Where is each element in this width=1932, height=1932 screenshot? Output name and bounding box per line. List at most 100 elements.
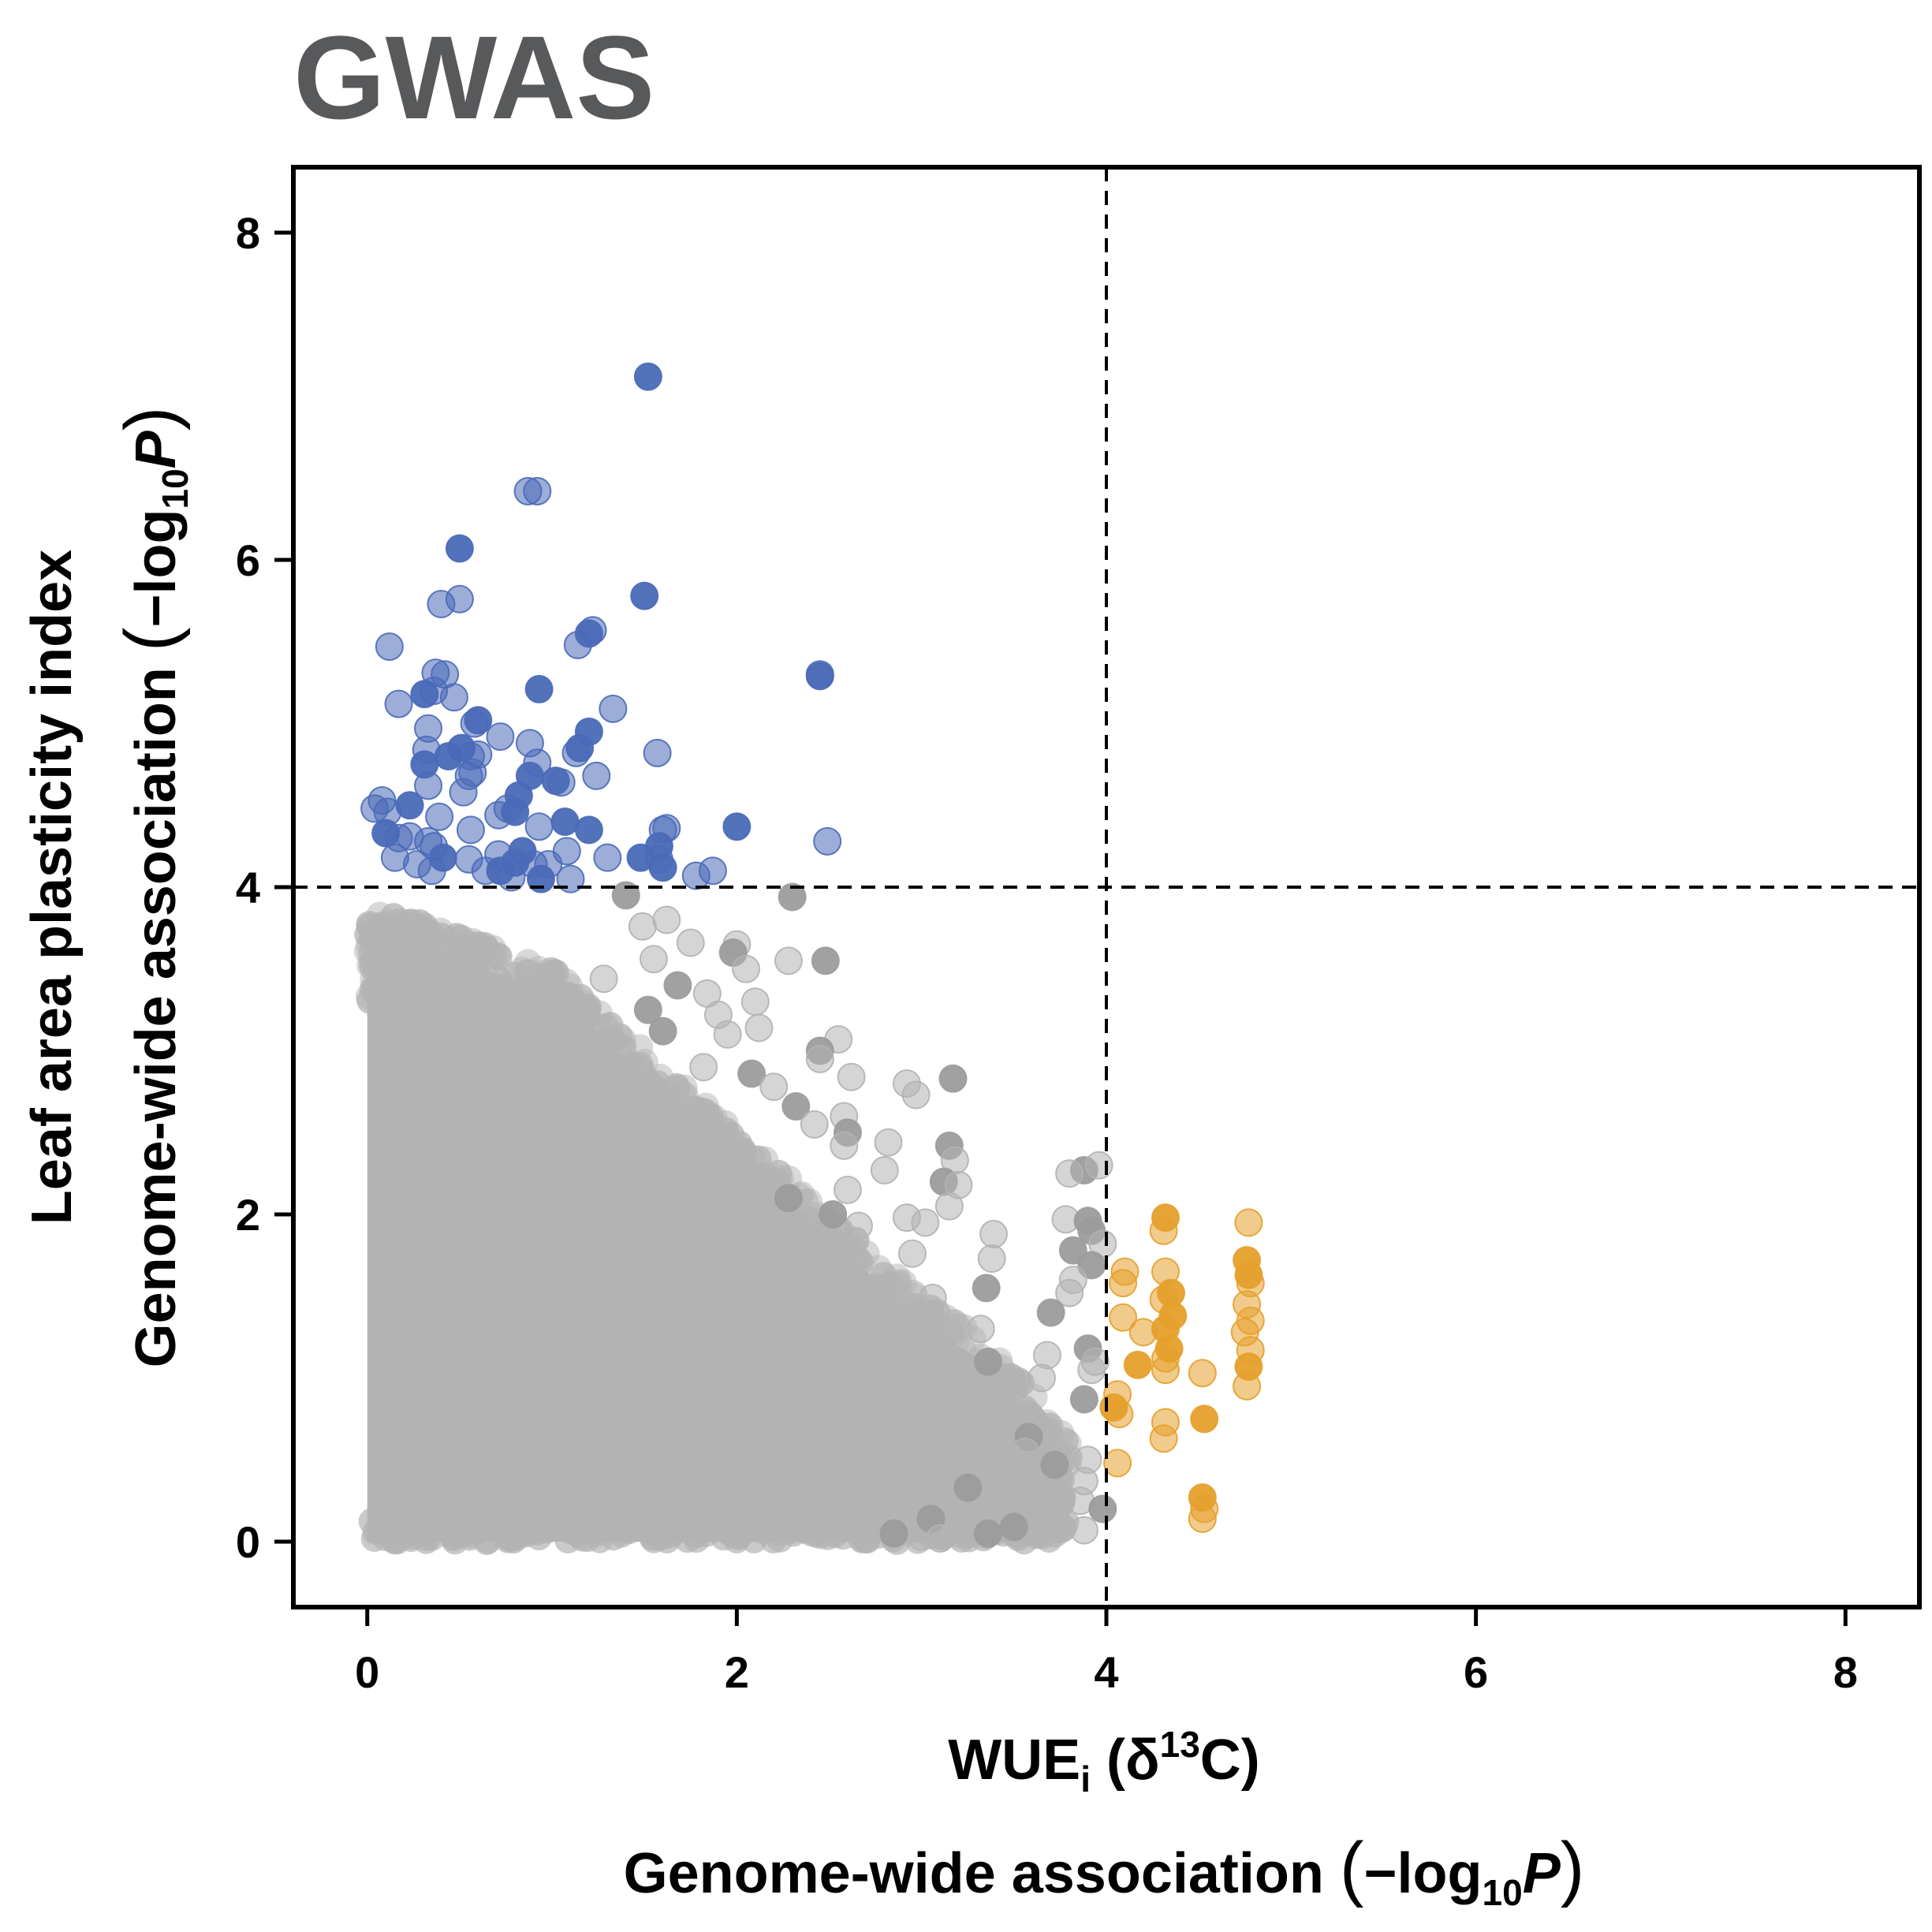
y-tick-label: 8 [236, 208, 260, 258]
non-significant-point [689, 1053, 718, 1082]
non-significant-point [1084, 1151, 1113, 1180]
cloud-point [538, 1016, 565, 1043]
cloud-point [488, 974, 516, 1001]
non-significant-point [966, 1315, 995, 1344]
leaf-area-significant-point [550, 807, 580, 836]
wue-significant-point [1109, 1269, 1138, 1298]
cloud-point [867, 1300, 894, 1327]
cloud-point [379, 1524, 407, 1551]
leaf-area-significant-point [449, 778, 478, 807]
non-significant-point [589, 964, 618, 994]
cloud-point [822, 1509, 849, 1537]
cloud-point [413, 987, 441, 1014]
non-significant-point [911, 1208, 940, 1237]
non-significant-point [974, 1347, 1003, 1376]
y-tick-label: 6 [236, 535, 260, 585]
wue-significant-point [1151, 1356, 1180, 1385]
cloud-point [904, 1365, 931, 1393]
non-significant-point [805, 1044, 834, 1073]
cloud-point [998, 1367, 1025, 1394]
non-significant-point [979, 1219, 1009, 1248]
x-axis-title2-open-paren: ( [1340, 1828, 1364, 1908]
leaf-area-significant-point [630, 581, 659, 610]
wue-significant-points [1099, 1203, 1265, 1533]
cloud-point [931, 1387, 958, 1415]
cloud-point [633, 1104, 661, 1132]
non-significant-point [901, 1080, 931, 1110]
non-significant-point [879, 1519, 908, 1548]
chart-title: GWAS [293, 11, 655, 144]
non-significant-point [800, 1110, 829, 1139]
cloud-point [933, 1304, 960, 1332]
leaf-area-significant-point [561, 738, 591, 767]
non-significant-point [1027, 1363, 1056, 1393]
cloud-point [488, 994, 516, 1021]
x-axis-title2-log: −log [1364, 1842, 1483, 1905]
non-significant-point [774, 1184, 803, 1213]
wue-significant-point [1103, 1449, 1132, 1478]
cloud-point [698, 1106, 725, 1133]
cloud-point [443, 956, 471, 983]
non-significant-point [1088, 1494, 1117, 1524]
x-axis-title-main: WUE [948, 1729, 1080, 1792]
x-axis-title2-close-paren: ) [1561, 1828, 1585, 1908]
cloud-point [756, 1232, 784, 1259]
non-significant-point [774, 946, 803, 975]
cloud-point [674, 1157, 702, 1184]
non-significant-point [811, 946, 840, 975]
non-significant-point [1055, 1278, 1084, 1307]
cloud-point [382, 912, 410, 940]
non-significant-point [972, 1274, 1001, 1303]
leaf-area-significant-point [633, 362, 662, 391]
non-significant-point [951, 1389, 980, 1419]
cloud-point [475, 1505, 502, 1533]
non-significant-point [837, 1062, 866, 1091]
cloud-point [377, 970, 405, 998]
x-axis-title2-p: P [1523, 1842, 1561, 1905]
y-axis-title2-open-paren: ( [110, 627, 191, 651]
non-significant-point [781, 1092, 811, 1121]
y-tick-label: 4 [236, 863, 260, 912]
leaf-area-significant-point [648, 853, 677, 882]
cloud-point [386, 934, 413, 962]
cloud-point [683, 1512, 711, 1540]
non-significant-point [874, 1128, 903, 1157]
non-significant-point [676, 928, 705, 957]
cloud-point [921, 1327, 949, 1355]
cloud-point [493, 1023, 520, 1050]
non-significant-point [897, 1239, 927, 1268]
leaf-area-significant-point [523, 476, 552, 505]
leaf-area-significant-point [414, 771, 443, 800]
x-axis: 0 2 4 6 8 [355, 1607, 1858, 1697]
cloud-point [640, 1526, 668, 1553]
leaf-area-significant-point [643, 738, 672, 767]
leaf-area-significant-point [681, 861, 711, 890]
wue-significant-point [1188, 1359, 1217, 1388]
y-axis: 0 2 4 6 8 [236, 208, 293, 1567]
leaf-area-significant-point [486, 722, 515, 752]
cloud-point [779, 1520, 807, 1547]
x-axis-title-line2: Genome-wide association (−log10P) [624, 1828, 1585, 1913]
x-tick-label: 2 [725, 1647, 749, 1697]
leaf-area-significant-point [375, 632, 404, 661]
wue-significant-point [1105, 1400, 1134, 1429]
leaf-area-significant-point [456, 815, 485, 845]
wue-significant-point [1149, 1424, 1178, 1453]
cloud-point [984, 1386, 1012, 1413]
x-axis-title-superscript: 13 [1160, 1724, 1200, 1765]
non-significant-point [870, 1155, 899, 1184]
cloud-point [870, 1261, 897, 1289]
leaf-area-significant-point [805, 662, 834, 691]
cloud-point [793, 1229, 821, 1256]
cloud-point [580, 1076, 607, 1103]
y-tick-label: 0 [236, 1517, 260, 1567]
non-significant-point [830, 1131, 859, 1160]
leaf-area-significant-point [384, 689, 413, 718]
non-significant-point [800, 1257, 829, 1286]
y-axis-title2-p: P [125, 430, 188, 468]
cloud-point [559, 1053, 587, 1080]
non-significant-point [1077, 1356, 1106, 1385]
leaf-area-significant-point [813, 826, 842, 856]
non-significant-point [737, 1059, 766, 1088]
